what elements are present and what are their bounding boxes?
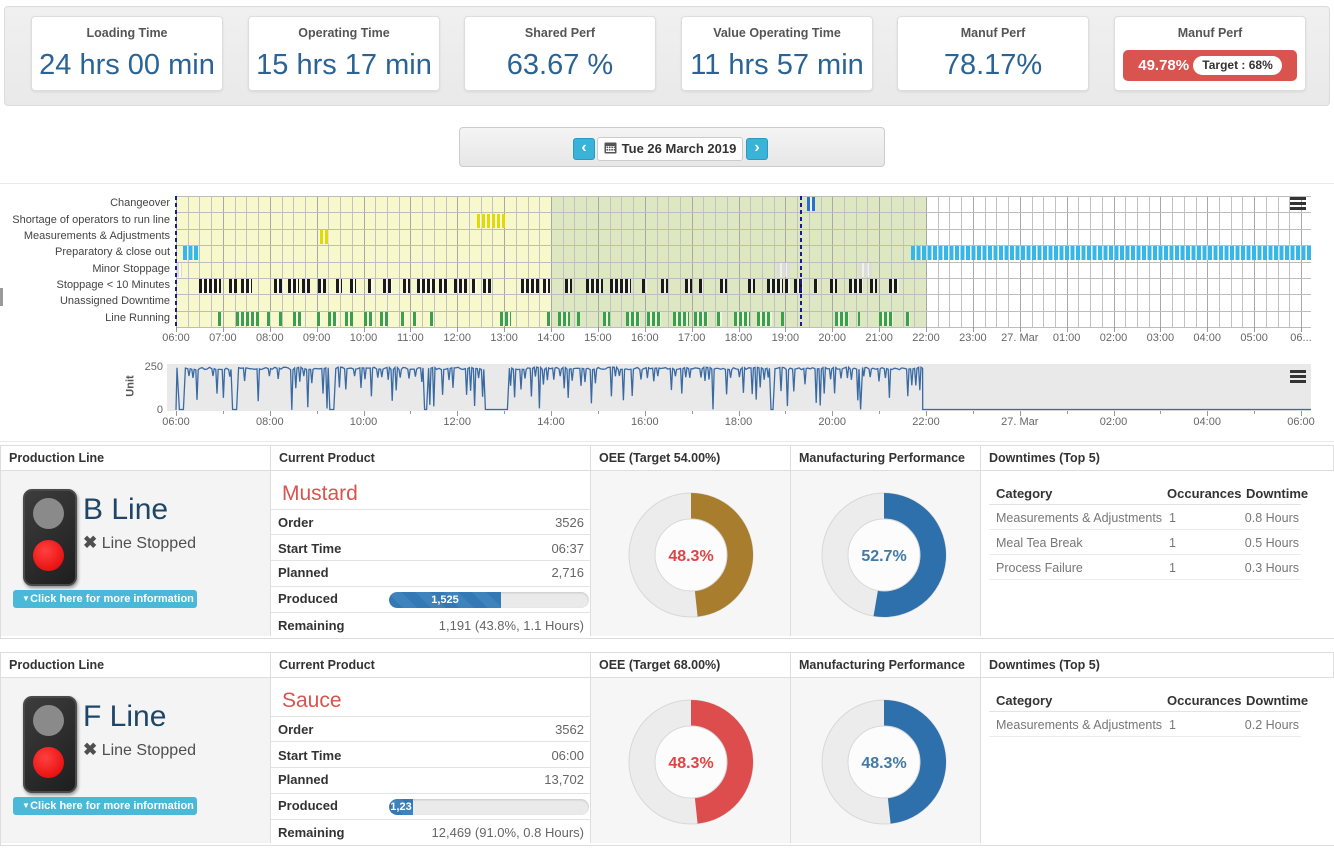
svg-text:52.7%: 52.7%: [861, 548, 906, 565]
svg-text:48.3%: 48.3%: [861, 755, 906, 772]
svg-text:48.3%: 48.3%: [668, 755, 713, 772]
svg-text:48.3%: 48.3%: [668, 548, 713, 565]
